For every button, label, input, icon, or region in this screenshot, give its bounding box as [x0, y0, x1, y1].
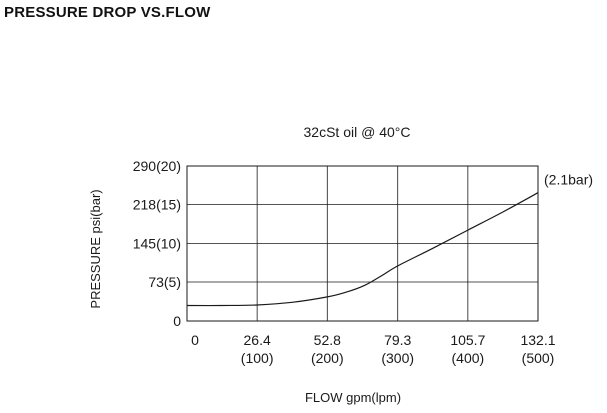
chart-grid — [186, 165, 539, 322]
x-tick-sublabel-1: (100) — [241, 350, 274, 366]
y-axis-ticks: 0 73(5) 145(10) 218(15) 290(20) — [133, 158, 181, 329]
x-tick-label-1: 26.4 — [244, 332, 271, 348]
y-tick-label-0: 0 — [173, 313, 181, 329]
x-tick-label-5: 132.1 — [520, 332, 555, 348]
x-tick-sublabel-4: (400) — [452, 350, 485, 366]
y-tick-label-2: 145(10) — [133, 236, 181, 252]
x-tick-sublabel-3: (300) — [381, 350, 414, 366]
y-tick-label-1: 73(5) — [148, 274, 181, 290]
y-axis-label: PRESSURE psi(bar) — [88, 189, 103, 308]
series-line — [186, 192, 539, 307]
x-tick-sublabel-2: (200) — [311, 350, 344, 366]
x-axis-label: FLOW gpm(lpm) — [305, 390, 401, 405]
y-tick-label-3: 218(15) — [133, 196, 181, 212]
x-tick-label-4: 105.7 — [450, 332, 485, 348]
chart-subtitle: 32cSt oil @ 40°C — [304, 124, 411, 140]
plot-frame — [186, 165, 539, 322]
page-title: PRESSURE DROP VS.FLOW — [4, 4, 211, 21]
x-tick-label-0: 0 — [191, 332, 199, 348]
end-annotation: (2.1bar) — [544, 172, 593, 188]
x-tick-sublabel-5: (500) — [522, 350, 555, 366]
x-axis-ticks: 0 26.4 (100) 52.8 (200) 79.3 (300) 105.7 (400) 13… — [191, 332, 556, 366]
y-tick-label-4: 290(20) — [133, 158, 181, 174]
x-tick-label-2: 52.8 — [314, 332, 341, 348]
x-tick-label-3: 79.3 — [384, 332, 411, 348]
